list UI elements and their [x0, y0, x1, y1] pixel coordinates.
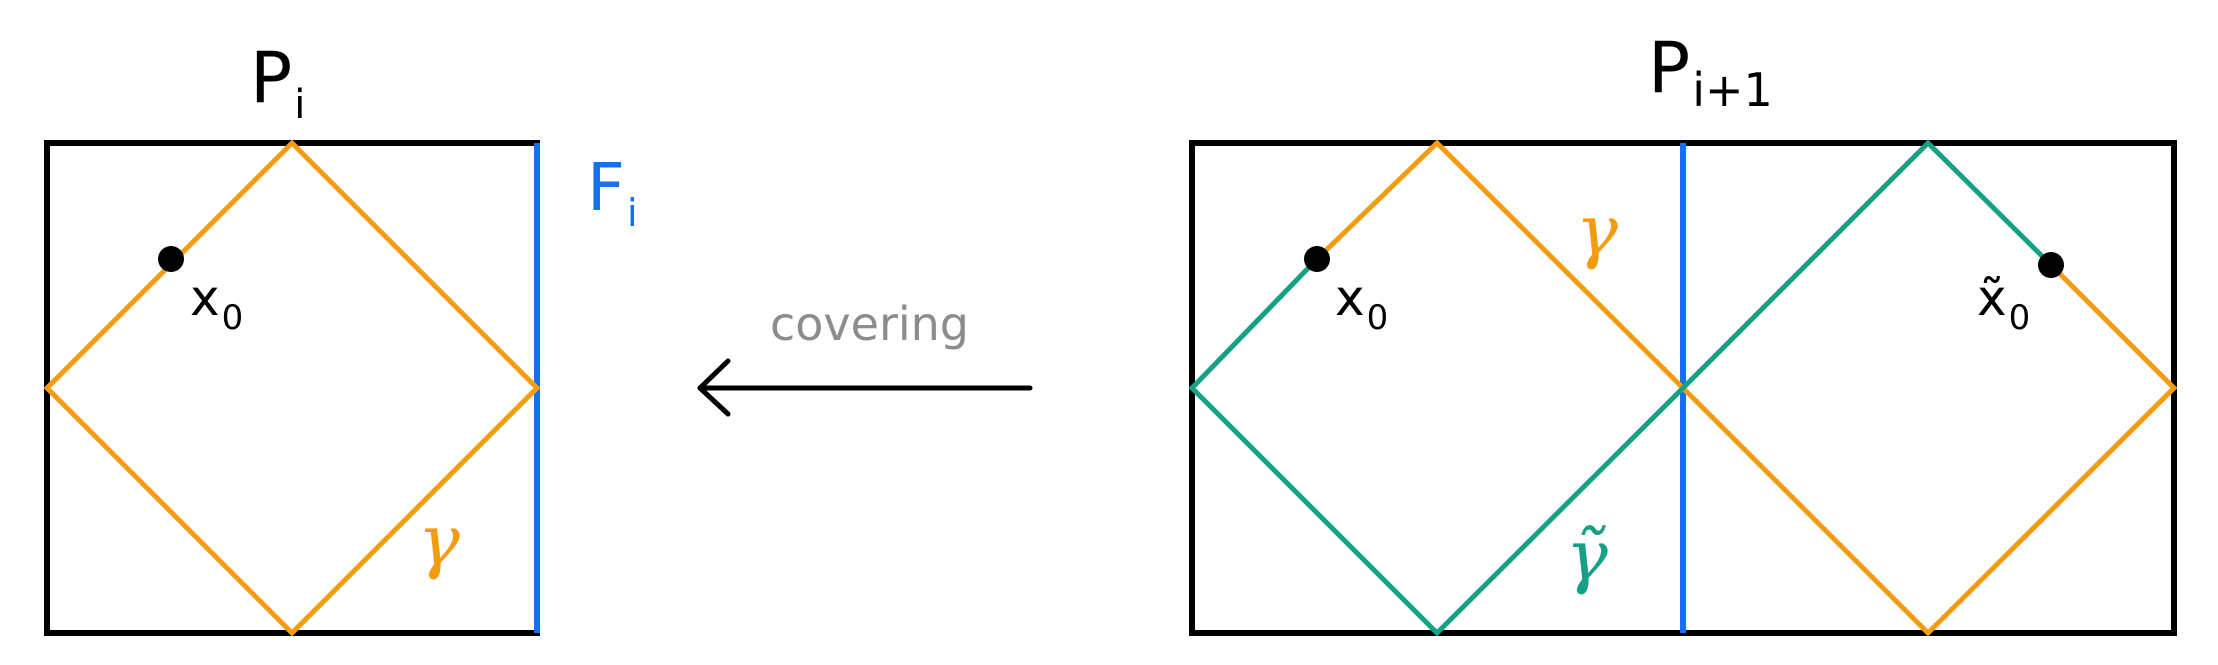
left-fold-label: Fi: [587, 149, 638, 235]
arrow-label: covering: [770, 297, 969, 351]
left-gamma-label: γ: [418, 500, 460, 582]
left-title: Pi: [250, 37, 305, 128]
right-title: Pi+1: [1648, 27, 1773, 117]
left-square: [44, 140, 540, 636]
left-gamma-curve: [43, 139, 541, 637]
right-point-x0: [1304, 246, 1330, 272]
right-x0-label: x0: [1335, 269, 1388, 338]
left-panel: Pi Fi x0 γ: [43, 37, 638, 637]
right-gamma-lift-curve: [1188, 139, 2053, 637]
right-panel: Pi+1 x0 x̃0 γ γ̃: [1188, 27, 2178, 637]
right-x0-tilde-label: x̃0: [1977, 269, 2030, 338]
right-gamma-label: γ: [1576, 190, 1618, 272]
right-gamma-curve-a: [1315, 139, 2178, 637]
left-point-x0: [158, 246, 184, 272]
right-point-x0-tilde: [2038, 252, 2064, 278]
arrow-head: [697, 358, 731, 417]
right-gamma-tilde-label: γ̃: [1566, 515, 1608, 597]
left-x0-label: x0: [190, 269, 243, 338]
covering-arrow: covering: [697, 297, 1033, 417]
